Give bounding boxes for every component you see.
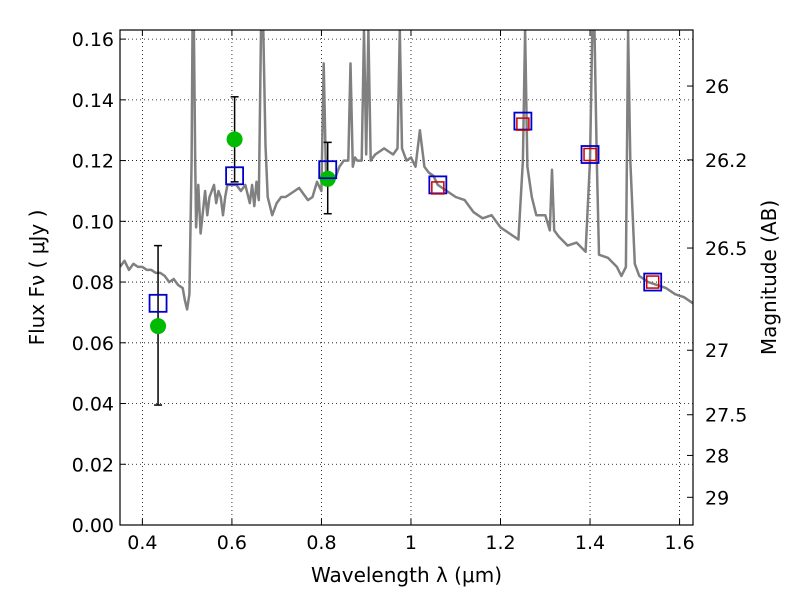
markers-layer (148, 96, 663, 406)
y2-tick-label: 26.5 (705, 238, 747, 260)
x-tick-label: 0.6 (217, 532, 247, 554)
y-tick-label: 0.14 (72, 90, 114, 112)
model-square-blue (148, 293, 168, 313)
x-tick-label: 1.2 (485, 532, 515, 554)
y2-tick-label: 28 (705, 445, 729, 467)
x-tick-label: 1.4 (575, 532, 605, 554)
plot-frame (119, 29, 694, 526)
y2-tick-label: 27 (705, 340, 729, 362)
ticks-layer: 0.4 0.6 0.8 1 1.2 1.4 1.6 0.00 0.02 0.04 0.06 0.08 0… (72, 29, 748, 554)
observed-point (150, 318, 167, 335)
grid-lines (120, 30, 693, 526)
x-axis-label: Wavelength λ (μm) (311, 563, 502, 587)
y2-tick-label: 26.2 (705, 150, 747, 172)
y-tick-label: 0.10 (72, 211, 114, 233)
y-tick-label: 0.12 (72, 151, 114, 173)
y2-tick-label: 29 (705, 487, 729, 509)
model-square-red (583, 147, 597, 162)
x-tick-label: 0.4 (127, 532, 157, 554)
y-tick-label: 0.04 (72, 394, 114, 416)
spectrum-layer (120, 30, 693, 311)
model-square-blue (580, 145, 600, 164)
y-tick-label: 0.02 (72, 454, 114, 476)
model-square-red (431, 181, 445, 195)
x-tick-label: 1.6 (664, 532, 694, 554)
x-tick-label: 0.8 (306, 532, 336, 554)
spectrum-line (120, 30, 693, 311)
y-tick-label: 0.06 (72, 333, 114, 355)
x-tick-label: 1 (405, 532, 417, 554)
model-square-blue (643, 272, 663, 292)
model-square-blue (318, 160, 338, 180)
model-square-red (645, 275, 660, 289)
observed-point (226, 131, 243, 148)
model-square-blue (225, 166, 245, 186)
y2-tick-label: 27.5 (705, 405, 747, 427)
y-tick-label: 0.16 (72, 29, 114, 51)
y2-axis-label: Magnitude (AB) (757, 200, 781, 355)
y-tick-label: 0.08 (72, 272, 114, 294)
model-square-red (516, 117, 530, 131)
y-axis-label: Flux Fν ( μJy ) (25, 210, 49, 346)
y2-tick-label: 26 (705, 76, 729, 98)
y-tick-label: 0.00 (72, 515, 114, 537)
